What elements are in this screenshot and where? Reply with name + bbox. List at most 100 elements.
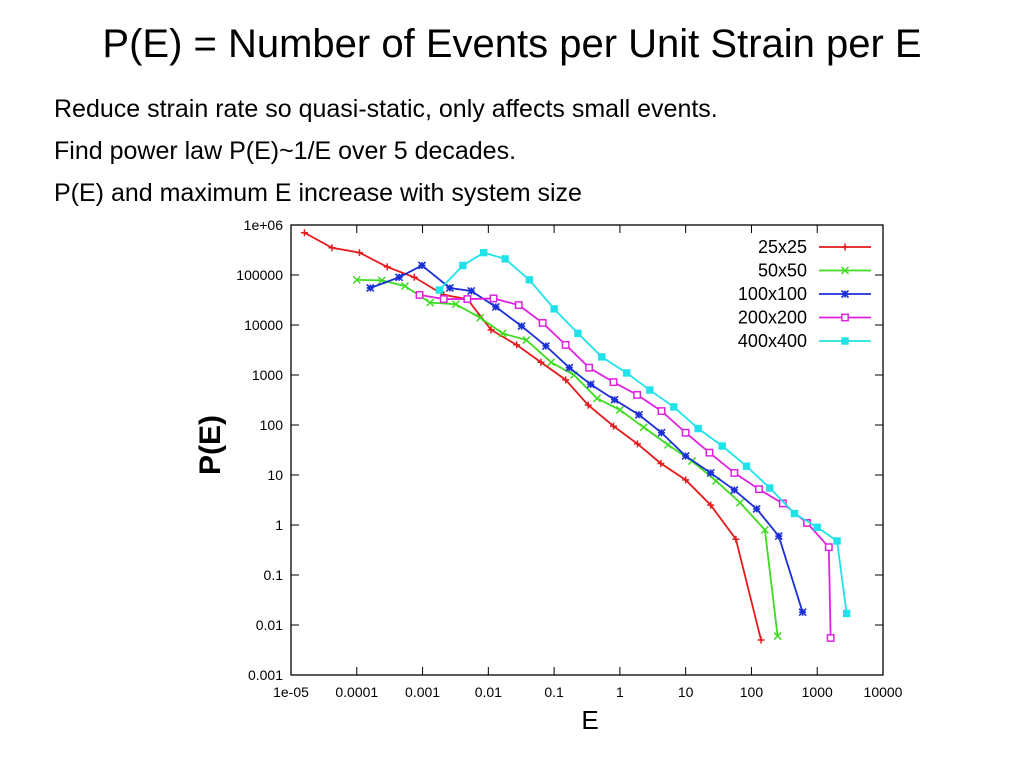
series-200x200 [415, 290, 835, 642]
series-400x400 [435, 248, 851, 618]
data-point [639, 423, 648, 432]
x-tick-label: 10 [678, 684, 694, 700]
data-point [395, 273, 404, 282]
data-point [491, 302, 500, 311]
data-point [383, 263, 391, 271]
x-axis: 1e-05 0.0001 0.001 0.01 0.1 1 10 100 1000 10000 [273, 225, 903, 700]
legend-label: 200x200 [738, 308, 807, 328]
data-point [598, 353, 606, 361]
x-tick-label: 0.0001 [335, 684, 378, 700]
x-tick-label: 10000 [864, 684, 903, 700]
legend-label: 100x100 [738, 284, 807, 304]
data-point [664, 440, 673, 449]
data-point [541, 341, 550, 351]
data-point [633, 390, 642, 399]
data-point [760, 525, 769, 534]
series-100x100 [366, 261, 807, 617]
legend-item: 400x400 [738, 331, 871, 351]
series-layer [300, 229, 851, 644]
data-point [415, 290, 424, 299]
y-tick-label: 0.001 [248, 667, 283, 683]
data-point [657, 428, 666, 437]
data-point [842, 609, 851, 618]
y-tick-label: 100 [260, 417, 284, 433]
x-tick-label: 1000 [802, 684, 833, 700]
data-point [498, 329, 507, 338]
data-point [550, 305, 558, 313]
y-axis-label: P(E) [194, 415, 227, 475]
data-point [634, 410, 644, 419]
data-point [773, 632, 782, 641]
data-point [646, 386, 654, 394]
data-point [615, 405, 624, 414]
data-point [439, 295, 448, 304]
data-point [752, 504, 761, 513]
plot-border [290, 224, 884, 676]
y-tick-label: 0.01 [256, 617, 283, 633]
legend-marker [841, 337, 849, 345]
y-tick-label: 1 [275, 517, 283, 533]
legend-item: 100x100 [738, 284, 871, 304]
data-point [707, 501, 715, 509]
data-point [562, 376, 570, 384]
data-point [681, 451, 690, 461]
x-tick-label: 1e-05 [273, 684, 309, 700]
data-point [538, 318, 547, 327]
x-tick-label: 0.01 [475, 684, 502, 700]
series-50x50 [352, 275, 782, 641]
data-point [459, 261, 467, 270]
y-tick-label: 0.1 [264, 567, 284, 583]
data-point [451, 300, 460, 309]
data-point [754, 485, 763, 494]
y-tick-label: 10 [267, 467, 283, 483]
data-point [718, 442, 726, 450]
plot-frame [290, 224, 884, 676]
data-point [522, 336, 531, 345]
data-point [467, 286, 476, 296]
data-point [610, 422, 618, 430]
data-point [774, 532, 783, 541]
data-point [356, 249, 363, 257]
y-tick-label: 10000 [244, 317, 283, 333]
data-point [826, 634, 835, 642]
data-point [610, 395, 619, 404]
legend-marker [841, 243, 849, 251]
data-point [682, 476, 690, 484]
data-point [366, 283, 375, 293]
legend-item: 200x200 [738, 308, 871, 328]
legend-label: 50x50 [758, 261, 807, 281]
data-point [565, 363, 574, 372]
data-point [813, 523, 821, 531]
x-tick-label: 0.001 [405, 684, 440, 700]
series-line [356, 278, 779, 637]
bullet-item: Reduce strain rate so quasi-static, only… [54, 95, 718, 123]
legend-marker [840, 289, 850, 299]
data-point [525, 276, 534, 284]
data-point [705, 448, 714, 457]
data-point [328, 244, 336, 252]
y-tick-label: 100000 [236, 267, 283, 283]
bullet-item: Find power law P(E)~1/E over 5 decades. [54, 137, 517, 165]
data-point [735, 498, 745, 507]
data-point [585, 363, 594, 372]
data-point [732, 535, 740, 543]
data-point [584, 401, 592, 409]
data-point [609, 378, 618, 387]
data-point [670, 403, 678, 411]
x-axis-label: E [581, 705, 598, 735]
legend-label: 25x25 [758, 237, 807, 257]
legend-item: 50x50 [758, 261, 871, 281]
slide-title: P(E) = Number of Events per Unit Strain … [102, 22, 922, 66]
bullet-list: Reduce strain rate so quasi-static, only… [54, 88, 718, 214]
data-point [547, 358, 556, 367]
data-point [489, 294, 498, 303]
y-axis: 0.001 0.01 0.1 1 10 100 1000 10000 100000 1e+06 [236, 217, 883, 683]
data-point [417, 261, 427, 270]
legend-marker [841, 313, 849, 322]
y-tick-label: 1e+06 [244, 217, 284, 233]
data-point [514, 301, 523, 310]
data-point [400, 282, 409, 291]
data-point [757, 636, 765, 644]
data-point [435, 286, 444, 294]
